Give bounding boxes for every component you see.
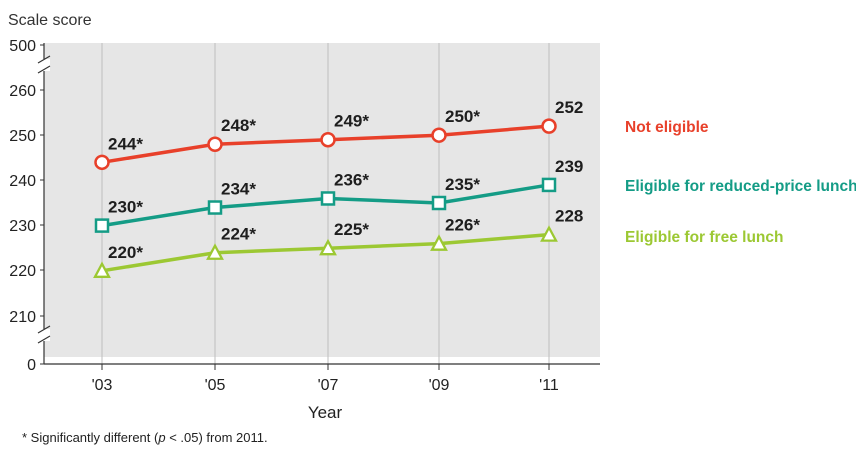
data-label: 252: [555, 98, 583, 117]
line-chart: 0 210 220 230 240 250 260 500 '03 '05 '07 '09 '11 Y…: [9, 38, 856, 422]
x-tick-label: '07: [318, 377, 339, 394]
axis-break-mark-1b: [37, 335, 51, 344]
y-axis-title: Scale score: [8, 12, 92, 29]
footnote-suffix: < .05) from 2011.: [165, 430, 268, 445]
data-point: [540, 225, 558, 242]
axis-break-mark-0a: [37, 55, 51, 64]
data-point: [207, 200, 223, 215]
data-label: 248*: [221, 116, 256, 135]
y-tick-label: 250: [9, 128, 36, 145]
data-point: [320, 191, 336, 206]
data-point: [207, 136, 223, 152]
y-tick-label: 220: [9, 263, 36, 280]
axes: [37, 43, 600, 365]
data-point: [430, 234, 448, 251]
data-label: 226*: [445, 216, 480, 235]
series-0: 244* 248* 249* 250* 252: [94, 98, 583, 171]
data-point: [206, 243, 224, 260]
y-tick-label: 230: [9, 218, 36, 235]
data-label: 228: [555, 207, 583, 226]
data-label: 244*: [108, 134, 143, 153]
series-2: 220* 224* 225* 226* 228: [93, 207, 583, 278]
data-point: [320, 131, 336, 148]
y-tick-label: 210: [9, 309, 36, 326]
data-label: 234*: [221, 180, 256, 199]
data-point: [319, 238, 337, 256]
footnote-p: p: [158, 430, 166, 445]
axis-break-mark-1a: [37, 325, 51, 334]
data-label: 224*: [221, 225, 256, 244]
y-tick-label: 240: [9, 173, 36, 190]
data-label: 220*: [108, 243, 143, 262]
data-label: 225*: [334, 220, 369, 239]
data-label: 239: [555, 157, 583, 176]
y-tick-label: 500: [9, 38, 36, 55]
data-point: [93, 261, 111, 278]
y-ticks: 0 210 220 230 240 250 260 500: [9, 38, 44, 374]
legend-entry-1: Eligible for reduced-price lunch: [625, 178, 856, 195]
data-label: 235*: [445, 175, 480, 194]
series-1: 230* 234* 236* 235* 239: [94, 157, 583, 233]
x-axis-title: Year: [308, 403, 343, 422]
legend-entry-0: Not eligible: [625, 119, 709, 136]
data-label: 250*: [445, 107, 480, 126]
data-point: [431, 127, 447, 143]
x-tick-label: '05: [205, 377, 226, 394]
x-tick-label: '03: [92, 377, 113, 394]
y-tick-label: 260: [9, 83, 36, 100]
data-point: [431, 195, 447, 211]
series-group: 244* 248* 249* 250* 252 230* 234* 236* 235* 239 22…: [93, 98, 583, 278]
data-point: [94, 218, 110, 233]
data-label: 249*: [334, 112, 369, 131]
legend: Not eligible Eligible for reduced-price l…: [625, 119, 856, 246]
data-label: 236*: [334, 170, 369, 189]
axis-break-mark-0b: [37, 65, 51, 74]
x-tick-label: '09: [429, 377, 450, 394]
x-tick-label: '11: [539, 377, 559, 394]
y-tick-label: 0: [27, 357, 36, 374]
footnote: * Significantly different (p < .05) from…: [22, 430, 268, 445]
x-ticks: '03 '05 '07 '09 '11: [92, 364, 559, 394]
footnote-prefix: * Significantly different (: [22, 430, 159, 445]
legend-entry-2: Eligible for free lunch: [625, 229, 783, 246]
data-label: 230*: [108, 198, 143, 217]
data-point: [541, 177, 557, 193]
data-point: [541, 118, 557, 134]
data-point: [94, 154, 110, 171]
